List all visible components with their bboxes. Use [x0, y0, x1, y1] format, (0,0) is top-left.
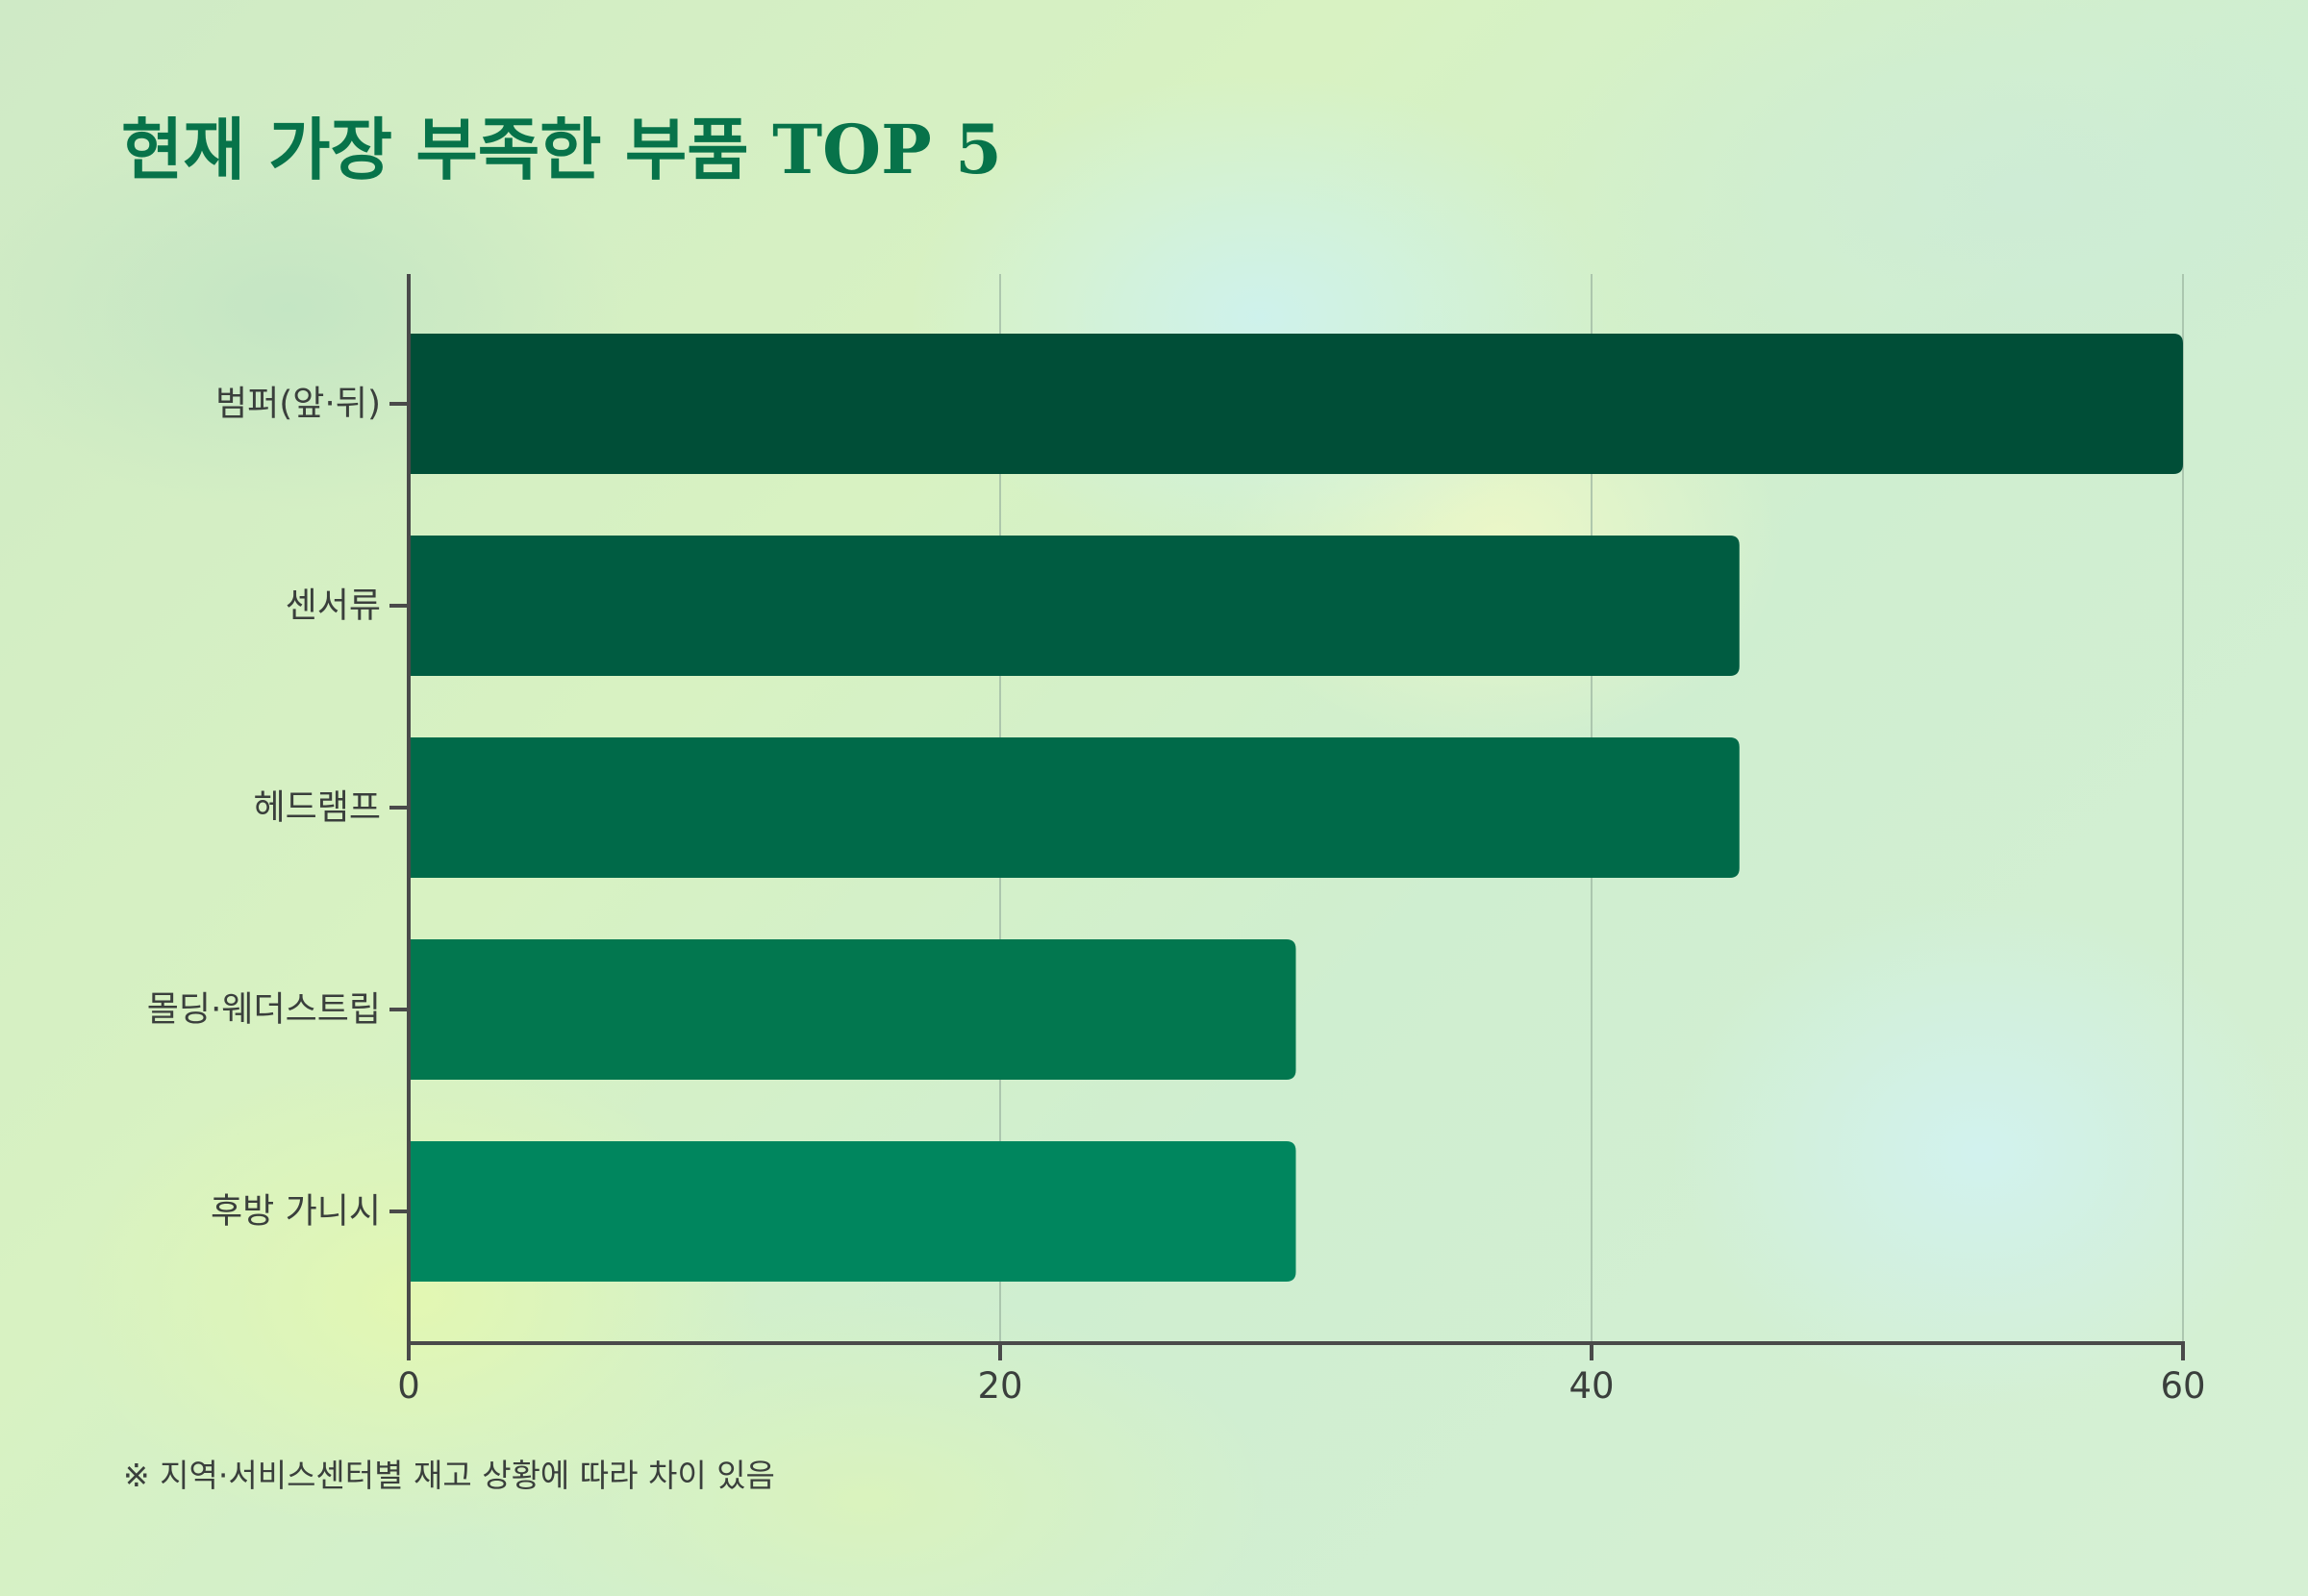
- bar: [409, 1141, 1296, 1282]
- category-label: 센서류: [286, 586, 381, 626]
- chart-title: 현재 가장 부족한 부품 TOP 5: [121, 110, 1002, 189]
- category-label: 헤드램프: [254, 788, 381, 828]
- bar: [409, 334, 2183, 474]
- x-tick-label: 40: [1568, 1365, 1614, 1407]
- axes: [389, 274, 2185, 1360]
- category-label: 범퍼(앞·뒤): [215, 385, 381, 424]
- category-label: 후방 가니시: [211, 1192, 381, 1232]
- x-tick-label: 20: [977, 1365, 1022, 1407]
- x-tick-label: 60: [2160, 1365, 2205, 1407]
- bar: [409, 536, 1740, 676]
- bar: [409, 737, 1740, 878]
- footnote: ※ 지역·서비스센터별 재고 상황에 따라 차이 있음: [123, 1457, 775, 1494]
- x-tick-label: 0: [397, 1365, 420, 1407]
- bar: [409, 939, 1296, 1080]
- category-label: 몰딩·웨더스트립: [147, 990, 381, 1030]
- bars: [409, 334, 2183, 1282]
